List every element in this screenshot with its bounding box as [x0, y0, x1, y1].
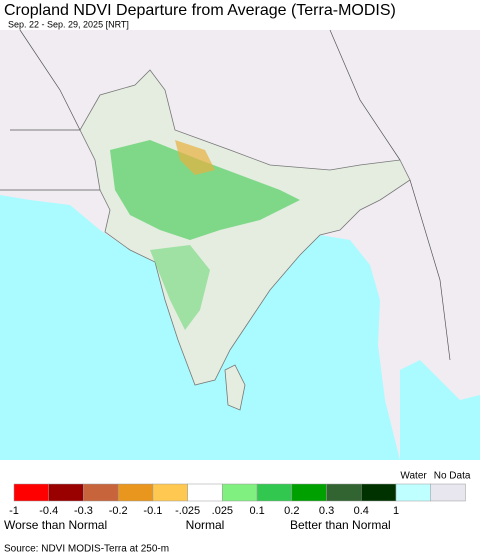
- legend-tick: -0.3: [74, 505, 93, 517]
- ocean: [0, 195, 400, 460]
- green-zone: [150, 245, 210, 330]
- legend-tick: -.025: [175, 505, 200, 517]
- legend-swatch: [222, 483, 258, 502]
- title: Cropland NDVI Departure from Average (Te…: [4, 2, 396, 19]
- legend-swatch: [430, 483, 466, 502]
- legend-swatch: [187, 483, 223, 502]
- legend-tick: .025: [212, 505, 233, 517]
- border-lines: [0, 29, 451, 361]
- green-zone: [110, 140, 300, 240]
- subtitle: Sep. 22 - Sep. 29, 2025 [NRT]: [8, 19, 129, 29]
- legend-swatch: [326, 483, 362, 502]
- source: Source: NDVI MODIS-Terra at 250-m: [4, 544, 169, 555]
- legend-tick: 1: [393, 505, 399, 517]
- legend-swatch: [291, 483, 327, 502]
- legend-swatch: [152, 483, 188, 502]
- legend-swatch: [361, 483, 397, 502]
- legend-tick: 0.2: [284, 505, 299, 517]
- ocean-east: [400, 360, 480, 460]
- map: [0, 29, 480, 460]
- legend-caption: Better than Normal: [290, 518, 391, 532]
- legend-tick: 0.4: [354, 505, 369, 517]
- sri-lanka: [224, 364, 246, 411]
- legend-tick: -0.4: [39, 505, 58, 517]
- legend-tick: 0.1: [249, 505, 264, 517]
- dry-zone: [175, 140, 215, 175]
- legend-swatch: [395, 483, 431, 502]
- legend-tick: -0.1: [143, 505, 162, 517]
- legend-swatch: [48, 483, 84, 502]
- legend-swatch: [83, 483, 119, 502]
- legend-tick: -1: [9, 505, 19, 517]
- legend-swatch: [117, 483, 154, 502]
- legend-tick: 0.3: [319, 505, 334, 517]
- legend-tick: -0.2: [109, 505, 128, 517]
- legend-caption: Worse than Normal: [4, 518, 107, 532]
- legend-extra-label: Water: [400, 471, 427, 482]
- legend: -1 -0.4 -0.3 -0.2 -0.1 -.025 .025 0.1 0.2 0.3 0.4 1…: [4, 471, 471, 533]
- legend-swatch: [256, 483, 293, 502]
- legend-extra-label: No Data: [434, 471, 471, 482]
- legend-caption: Normal: [186, 518, 225, 532]
- legend-swatch: [13, 483, 49, 502]
